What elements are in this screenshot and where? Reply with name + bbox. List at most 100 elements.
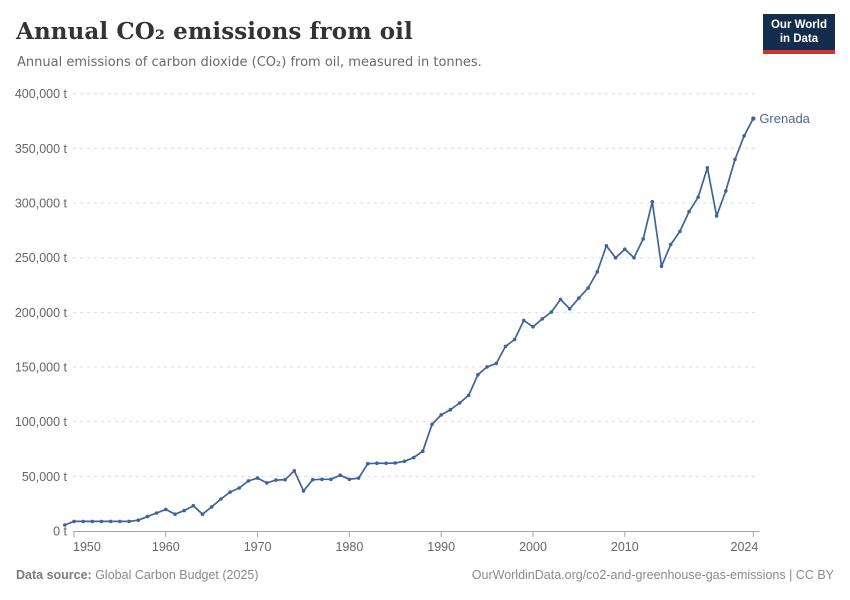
data-point-marker[interactable]	[485, 365, 489, 369]
owid-logo-line1: Our World	[770, 19, 827, 31]
x-axis-tick-label: 1990	[427, 540, 455, 554]
data-point-marker[interactable]	[375, 461, 379, 466]
data-point-marker[interactable]	[512, 337, 517, 342]
series-entity-label[interactable]: Grenada	[759, 111, 810, 126]
data-point-marker[interactable]	[411, 455, 416, 460]
data-point-marker[interactable]	[466, 393, 471, 398]
data-point-marker[interactable]	[457, 401, 462, 405]
data-point-marker[interactable]	[200, 512, 205, 516]
page-subtitle: Annual emissions of carbon dioxide (CO₂)…	[17, 55, 482, 70]
data-point-marker[interactable]	[164, 507, 168, 512]
data-point-marker[interactable]	[99, 519, 104, 524]
y-axis-tick-label: 150,000 t	[15, 361, 68, 375]
data-point-marker[interactable]	[696, 195, 700, 199]
x-axis-tick-label: 2000	[519, 540, 547, 554]
data-point-marker[interactable]	[81, 519, 85, 524]
data-point-marker[interactable]	[182, 508, 186, 513]
data-point-marker[interactable]	[384, 461, 388, 466]
data-point-marker[interactable]	[558, 297, 563, 302]
data-point-marker[interactable]	[439, 413, 444, 417]
data-point-marker[interactable]	[154, 511, 159, 515]
data-point-marker[interactable]	[632, 255, 636, 260]
data-point-marker[interactable]	[567, 307, 572, 311]
data-point-marker[interactable]	[402, 459, 407, 464]
data-point-marker[interactable]	[310, 477, 315, 482]
y-axis-tick-label: 0 t	[53, 525, 67, 539]
data-point-marker[interactable]	[668, 242, 673, 247]
data-point-marker[interactable]	[255, 476, 260, 480]
data-point-marker[interactable]	[219, 497, 223, 501]
data-point-marker[interactable]	[503, 344, 508, 349]
y-axis-tick-label: 300,000 t	[15, 197, 68, 211]
x-axis-tick-label: 1980	[335, 540, 363, 554]
data-point-marker[interactable]	[448, 407, 453, 412]
grenada-series-line[interactable]	[63, 117, 755, 526]
credit-link[interactable]: OurWorldinData.org/co2-and-greenhouse-ga…	[471, 568, 834, 582]
data-point-marker[interactable]	[329, 477, 333, 482]
data-point-marker[interactable]	[237, 486, 241, 490]
data-point-marker[interactable]	[650, 199, 655, 204]
data-point-marker[interactable]	[320, 477, 324, 482]
data-point-marker[interactable]	[63, 523, 67, 527]
data-point-marker[interactable]	[191, 503, 196, 508]
y-axis-tick-label: 250,000 t	[15, 251, 68, 265]
data-point-marker[interactable]	[274, 478, 278, 482]
y-axis-tick-label: 50,000 t	[22, 470, 68, 484]
data-point-marker[interactable]	[421, 449, 425, 454]
data-point-marker[interactable]	[209, 505, 214, 509]
data-point-marker[interactable]	[173, 512, 177, 516]
data-point-marker[interactable]	[72, 519, 76, 524]
data-point-marker[interactable]	[136, 518, 141, 522]
data-point-marker[interactable]	[347, 477, 352, 482]
data-point-marker[interactable]	[577, 296, 581, 300]
data-point-marker[interactable]	[338, 473, 343, 478]
y-axis-tick-label: 350,000 t	[15, 142, 68, 156]
data-point-marker[interactable]	[494, 361, 499, 366]
data-point-marker[interactable]	[246, 479, 251, 483]
data-point-marker[interactable]	[595, 270, 600, 274]
data-point-marker[interactable]	[356, 476, 361, 480]
data-point-marker[interactable]	[687, 209, 691, 214]
data-point-marker[interactable]	[733, 157, 737, 162]
data-point-marker[interactable]	[540, 317, 544, 321]
data-point-marker[interactable]	[228, 490, 232, 494]
data-point-marker[interactable]	[430, 422, 434, 427]
data-point-marker[interactable]	[393, 461, 398, 465]
data-point-marker[interactable]	[678, 229, 682, 234]
data-point-marker[interactable]	[301, 489, 306, 493]
data-source: Data source: Global Carbon Budget (2025)	[16, 568, 259, 582]
x-axis-tick-label: 1970	[244, 540, 272, 554]
data-point-marker[interactable]	[476, 372, 480, 377]
data-point-marker[interactable]	[724, 189, 728, 193]
data-point-marker[interactable]	[613, 255, 618, 260]
data-point-marker[interactable]	[283, 477, 287, 482]
data-point-marker[interactable]	[714, 214, 719, 218]
x-axis-tick-label: 2024	[731, 540, 759, 554]
data-point-marker[interactable]	[118, 519, 122, 524]
data-point-marker[interactable]	[522, 318, 526, 323]
series-endpoint-marker[interactable]	[751, 116, 756, 121]
data-point-marker[interactable]	[145, 514, 150, 519]
data-point-marker[interactable]	[742, 134, 746, 138]
data-point-marker[interactable]	[531, 325, 535, 329]
owid-logo-line2: in Data	[779, 33, 819, 46]
data-point-marker[interactable]	[705, 166, 710, 170]
data-point-marker[interactable]	[292, 469, 297, 473]
page-title: Annual CO₂ emissions from oil	[16, 18, 413, 45]
chart-footer: Data source: Global Carbon Budget (2025)…	[16, 568, 834, 582]
data-point-marker[interactable]	[586, 286, 590, 290]
data-point-marker[interactable]	[623, 247, 627, 251]
data-point-marker[interactable]	[265, 481, 269, 485]
owid-logo[interactable]: Our World in Data	[762, 14, 835, 54]
data-point-marker[interactable]	[108, 519, 113, 524]
data-point-marker[interactable]	[127, 519, 131, 524]
data-point-marker[interactable]	[641, 237, 645, 241]
data-point-marker[interactable]	[604, 244, 609, 248]
data-point-marker[interactable]	[549, 310, 554, 314]
data-point-marker[interactable]	[659, 264, 664, 269]
data-point-marker[interactable]	[90, 519, 95, 524]
data-point-marker[interactable]	[366, 461, 370, 466]
x-axis-tick-label: 2010	[611, 540, 639, 554]
